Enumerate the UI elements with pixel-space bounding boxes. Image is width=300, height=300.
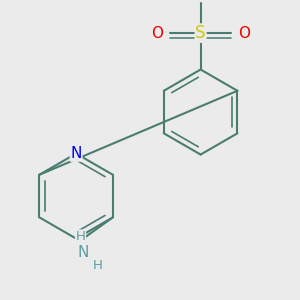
Text: O: O [238,26,250,40]
Text: H: H [93,260,103,272]
Text: S: S [195,24,206,42]
Text: H: H [76,230,85,243]
Text: N: N [70,146,82,161]
Text: N: N [78,245,89,260]
Text: O: O [151,26,163,40]
